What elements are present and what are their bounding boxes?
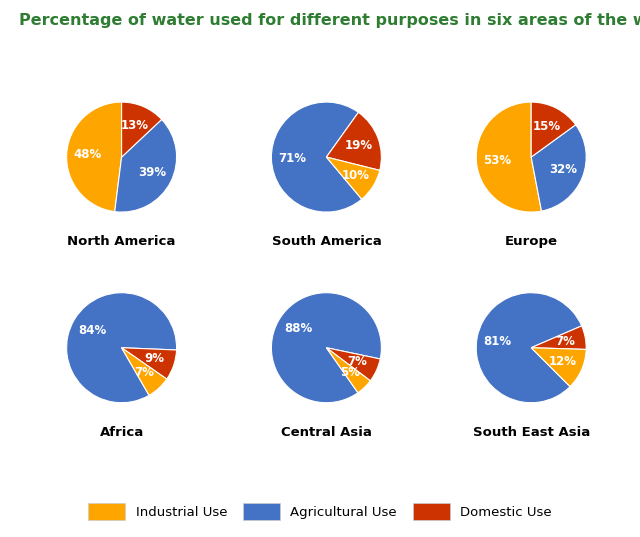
Text: 88%: 88%	[284, 322, 312, 336]
Wedge shape	[326, 112, 381, 170]
Text: 15%: 15%	[532, 120, 561, 133]
Wedge shape	[122, 348, 177, 379]
Wedge shape	[122, 348, 167, 395]
Wedge shape	[531, 348, 586, 387]
Text: 7%: 7%	[555, 335, 575, 348]
Text: Percentage of water used for different purposes in six areas of the world.: Percentage of water used for different p…	[19, 13, 640, 28]
Text: Central Asia: Central Asia	[281, 426, 372, 439]
Wedge shape	[271, 102, 362, 212]
Text: South America: South America	[271, 235, 381, 249]
Wedge shape	[326, 348, 380, 381]
Wedge shape	[67, 102, 122, 212]
Text: 10%: 10%	[341, 169, 369, 182]
Text: South East Asia: South East Asia	[472, 426, 590, 439]
Legend: Industrial Use, Agricultural Use, Domestic Use: Industrial Use, Agricultural Use, Domest…	[83, 497, 557, 525]
Text: 9%: 9%	[144, 352, 164, 365]
Wedge shape	[531, 102, 576, 157]
Text: 7%: 7%	[348, 355, 367, 368]
Text: 39%: 39%	[138, 166, 166, 179]
Wedge shape	[67, 293, 177, 403]
Wedge shape	[476, 102, 541, 212]
Wedge shape	[115, 119, 177, 212]
Text: 84%: 84%	[78, 324, 107, 337]
Wedge shape	[531, 125, 586, 211]
Text: 81%: 81%	[484, 335, 512, 348]
Wedge shape	[476, 293, 582, 403]
Text: 48%: 48%	[74, 148, 102, 162]
Text: 13%: 13%	[121, 119, 149, 132]
Text: 19%: 19%	[344, 139, 372, 152]
Text: 53%: 53%	[483, 154, 511, 167]
Wedge shape	[326, 157, 380, 199]
Text: 12%: 12%	[548, 355, 577, 368]
Wedge shape	[326, 348, 371, 393]
Wedge shape	[122, 102, 162, 157]
Text: North America: North America	[67, 235, 176, 249]
Text: 7%: 7%	[135, 366, 155, 379]
Text: 5%: 5%	[340, 366, 360, 379]
Wedge shape	[531, 326, 586, 350]
Text: 32%: 32%	[549, 163, 577, 176]
Wedge shape	[271, 293, 381, 403]
Text: 71%: 71%	[278, 152, 307, 165]
Text: Europe: Europe	[505, 235, 557, 249]
Text: Africa: Africa	[99, 426, 144, 439]
